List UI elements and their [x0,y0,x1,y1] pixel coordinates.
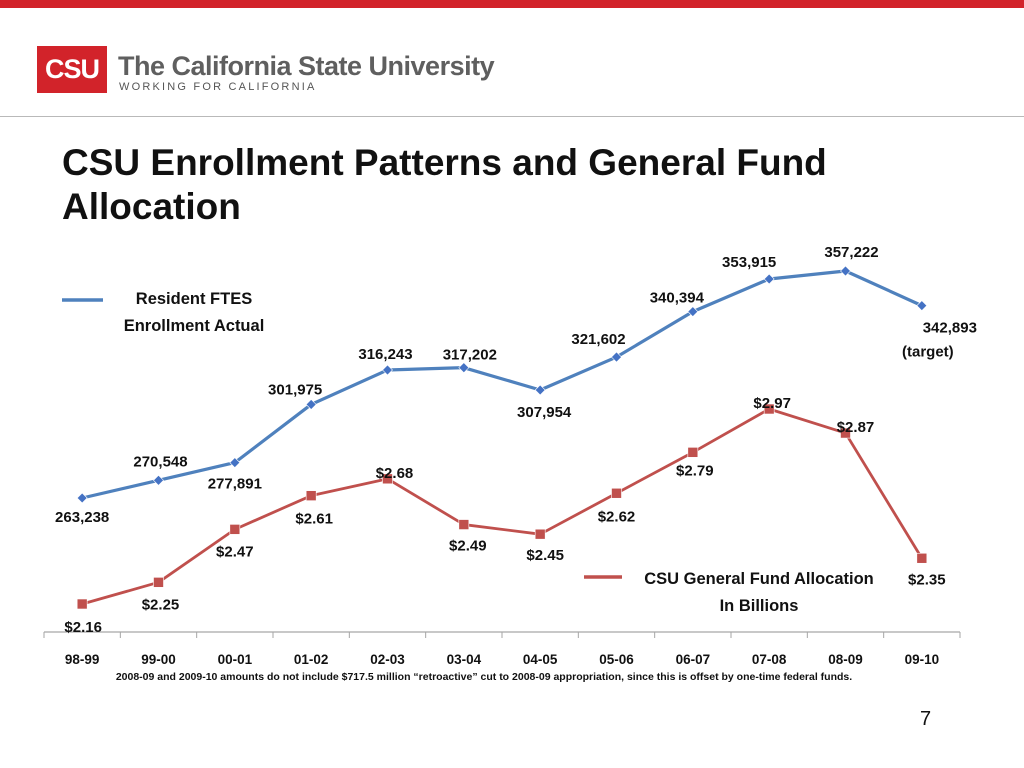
fund-data-label: $2.79 [676,462,714,479]
enrollment-marker [229,457,241,469]
header-divider [0,116,1024,117]
enrollment-target-note: (target) [902,344,954,361]
fund-marker [840,427,851,439]
fund-legend-label: CSU General Fund Allocation [644,570,874,588]
enrollment-marker [840,265,851,277]
fund-marker [382,473,393,485]
enrollment-marker [687,306,699,318]
fund-data-label: $2.45 [526,547,564,564]
enrollment-data-label: 353,915 [722,254,776,271]
enrollment-marker [611,351,622,363]
fund-marker [458,519,470,530]
page-number: 7 [920,708,932,730]
x-tick-label: 99-00 [141,652,176,667]
fund-marker [611,487,622,499]
fund-data-label: $2.35 [908,571,946,588]
enrollment-data-label: 340,394 [650,290,705,307]
fund-data-label: $2.49 [449,538,487,555]
x-tick-label: 08-09 [828,652,863,667]
fund-data-label: $2.97 [753,395,791,412]
fund-data-label: $2.68 [376,465,414,482]
fund-marker [687,447,699,458]
enrollment-data-label: 342,893 [923,320,977,337]
fund-data-label: $2.47 [216,543,254,560]
x-tick-label: 00-01 [218,652,253,667]
enrollment-marker [916,300,928,312]
fund-series-line [81,407,924,606]
enrollment-data-label: 317,202 [443,347,497,364]
enrollment-marker [534,384,546,396]
fund-data-label: $2.61 [295,511,333,528]
fund-data-label: $2.62 [598,508,636,525]
fund-data-label: $2.16 [64,619,102,636]
org-tagline: WORKING FOR CALIFORNIA [119,81,317,93]
x-tick-label: 05-06 [599,652,634,667]
enrollment-data-label: 357,222 [824,244,878,261]
enrollment-marker [458,362,470,374]
x-tick-label: 03-04 [447,652,482,667]
enrollment-data-label: 321,602 [571,331,625,348]
fund-marker [916,552,928,564]
enrollment-data-label: 301,975 [268,381,322,398]
x-tick-label: 06-07 [676,652,711,667]
x-tick-label: 98-99 [65,652,100,667]
logo-text: CSU [44,54,100,84]
enrollment-data-label: 270,548 [133,453,187,470]
fund-marker [305,490,317,501]
enrollment-data-label: 307,954 [517,404,572,421]
enrollment-marker [763,273,775,285]
fund-marker [763,403,775,415]
enrollment-legend-label: Resident FTES [136,290,252,308]
enrollment-data-label: 316,243 [358,346,412,363]
fund-legend-label: In Billions [720,597,799,615]
csu-logo: CSU [37,46,107,93]
fund-data-label: $2.25 [142,596,180,613]
enrollment-marker [153,474,164,486]
x-tick-label: 07-08 [752,652,787,667]
x-tick-label: 09-10 [905,652,940,667]
x-tick-label: 02-03 [370,652,405,667]
x-tick-label: 01-02 [294,652,329,667]
fund-marker [534,528,546,540]
fund-marker [153,577,164,588]
org-name: The California State University [118,51,495,81]
slide-title: CSU Enrollment Patterns and General Fund… [62,142,827,227]
enrollment-marker [305,399,317,410]
fund-marker [229,524,241,535]
top-accent-bar [0,0,1024,8]
footnote: 2008-09 and 2009-10 amounts do not inclu… [115,671,853,683]
enrollment-data-label: 277,891 [208,476,262,493]
enrollment-marker [382,364,393,376]
x-tick-label: 04-05 [523,652,558,667]
enrollment-marker [76,492,88,504]
enrollment-legend-label: Enrollment Actual [124,317,265,335]
fund-data-label: $2.87 [837,419,875,436]
enrollment-data-label: 263,238 [55,509,109,526]
enrollment-series-line [81,269,923,500]
fund-marker [76,598,88,610]
